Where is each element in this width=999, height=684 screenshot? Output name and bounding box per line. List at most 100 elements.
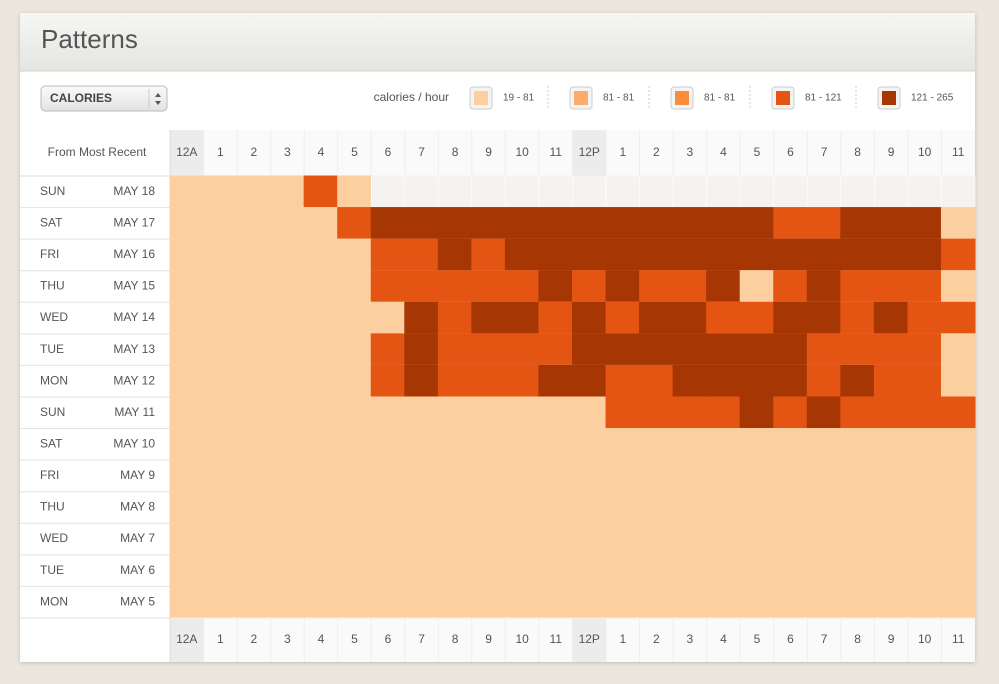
heat-cell (773, 522, 808, 556)
heat-cell (605, 554, 641, 587)
day-label: MON (40, 373, 68, 387)
date-label: MAY 10 (113, 437, 155, 451)
hour-label: 2 (653, 145, 660, 159)
day-label: THU (40, 279, 65, 293)
heat-cell (907, 364, 942, 398)
empty-cell (404, 175, 439, 208)
heat-cell (538, 238, 573, 272)
day-label: SAT (40, 437, 63, 451)
day-label: THU (40, 500, 65, 514)
hour-label: 1 (619, 632, 626, 646)
hour-label: 4 (720, 632, 727, 646)
heat-cell (370, 238, 406, 272)
heat-cell (940, 491, 976, 524)
heat-cell (203, 522, 238, 556)
legend-range: 81 - 81 (603, 93, 635, 104)
heat-cell (672, 207, 708, 240)
heat-cell (806, 491, 842, 524)
heat-cell (471, 270, 506, 303)
heat-cell (437, 522, 473, 556)
heat-cell (337, 301, 372, 335)
heat-cell (370, 301, 406, 335)
heat-cell (605, 585, 641, 619)
heat-cell (169, 333, 205, 366)
heat-cell (404, 396, 439, 430)
heat-cell (706, 459, 741, 493)
heat-cell (706, 364, 741, 398)
heat-cell (773, 364, 808, 398)
heat-cell (572, 585, 607, 619)
heat-cell (437, 238, 473, 272)
heat-cell (169, 491, 205, 524)
hour-label: 2 (251, 145, 258, 159)
day-label: SAT (40, 216, 63, 230)
empty-cell (370, 175, 406, 208)
metric-select[interactable]: CALORIES (40, 85, 168, 112)
heat-cell (773, 554, 808, 587)
heat-cell (940, 396, 976, 430)
heat-cell (504, 491, 540, 524)
heat-cell (404, 238, 439, 272)
heat-cell (672, 396, 708, 430)
heat-cell (203, 428, 238, 461)
heat-cell (672, 491, 708, 524)
date-label: MAY 11 (114, 405, 155, 419)
heat-cell (437, 554, 473, 587)
hour-label: 3 (687, 145, 694, 159)
heat-cell (404, 428, 439, 461)
legend-range: 81 - 81 (704, 93, 736, 104)
hour-label: 4 (318, 632, 325, 646)
heat-cell (437, 585, 473, 619)
legend-swatch (574, 91, 588, 105)
heat-cell (605, 459, 641, 493)
heat-cell (840, 270, 875, 303)
heat-cell (370, 554, 406, 587)
legend-swatch (776, 91, 790, 105)
heat-cell (706, 428, 741, 461)
heat-cell (437, 364, 473, 398)
heat-cell (504, 333, 540, 366)
page-title: Patterns (41, 24, 138, 54)
heat-cell (370, 428, 406, 461)
hour-label: 7 (418, 632, 425, 646)
heat-cell (672, 459, 708, 493)
heat-cell (739, 364, 775, 398)
hour-label: 5 (351, 145, 358, 159)
select-value[interactable]: CALORIES (50, 91, 112, 105)
heat-cell (840, 301, 875, 335)
day-label: SUN (40, 405, 65, 419)
heat-cell (538, 333, 573, 366)
date-label: MAY 13 (113, 342, 155, 356)
hour-label: 11 (952, 145, 965, 159)
select-box[interactable] (40, 85, 168, 112)
heat-cell (203, 491, 238, 524)
heat-cell (706, 333, 741, 366)
heat-cell (873, 459, 909, 493)
heat-cell (370, 207, 406, 240)
heat-cell (404, 491, 439, 524)
heat-cell (873, 364, 909, 398)
heat-cell (538, 207, 573, 240)
heat-cell (538, 396, 573, 430)
heat-cell (739, 491, 775, 524)
hour-label: 5 (754, 632, 761, 646)
date-label: MAY 7 (120, 531, 155, 545)
heat-cell (572, 270, 607, 303)
heat-cell (538, 491, 573, 524)
heat-cell (773, 238, 808, 272)
heat-cell (739, 238, 775, 272)
heat-cell (639, 522, 674, 556)
hour-label: 8 (854, 145, 861, 159)
heat-cell (471, 491, 506, 524)
heat-cell (404, 207, 439, 240)
hour-label: 3 (687, 632, 694, 646)
heat-cell (337, 238, 372, 272)
heat-cell (840, 207, 875, 240)
empty-cell (505, 175, 540, 208)
heat-cell (203, 238, 238, 272)
heat-cell (873, 428, 909, 461)
heat-cell (639, 270, 674, 303)
heat-cell (236, 459, 272, 493)
empty-cell (438, 175, 473, 208)
heat-cell (739, 522, 775, 556)
